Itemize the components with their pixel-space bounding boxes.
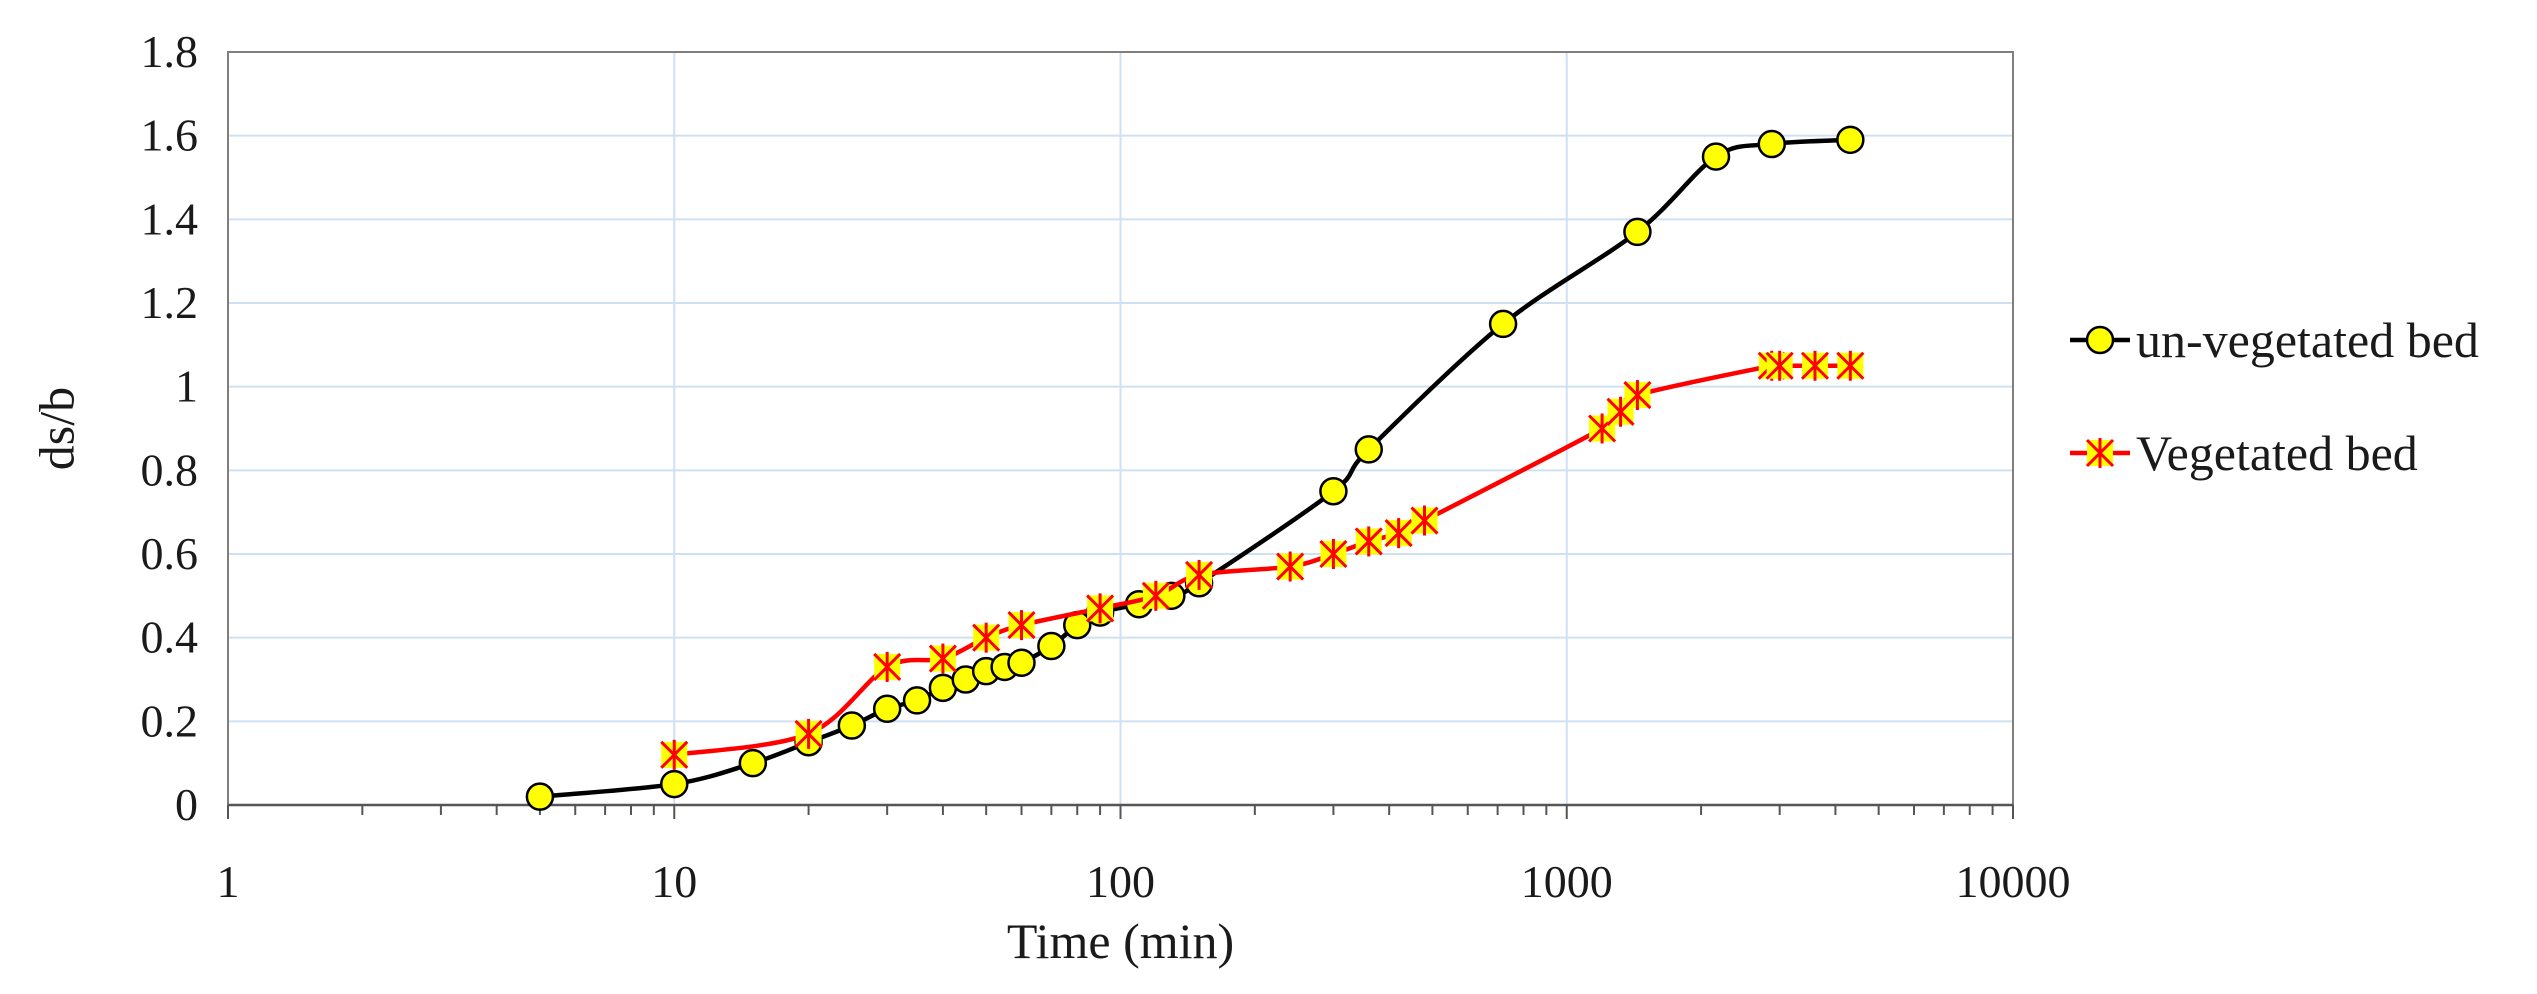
series-layer <box>525 125 1865 811</box>
y-tick-label: 1 <box>175 361 198 412</box>
data-point <box>837 711 867 740</box>
series-line <box>539 137 1851 799</box>
data-point <box>1319 539 1348 569</box>
data-point <box>1757 129 1787 159</box>
data-point <box>1588 413 1617 444</box>
y-tick-label: 0 <box>175 779 198 830</box>
data-point <box>1701 142 1731 171</box>
data-point <box>1037 631 1066 661</box>
y-tick-label: 0.8 <box>141 444 199 495</box>
legend-marker <box>2085 438 2115 468</box>
gridlines <box>228 51 2013 805</box>
data-point <box>1141 580 1170 611</box>
legend-marker <box>2085 325 2115 355</box>
data-point <box>660 739 689 770</box>
y-tick-label: 1.2 <box>141 277 199 328</box>
data-point <box>972 622 1001 653</box>
y-tick-label: 0.6 <box>141 528 199 579</box>
legend-label: Vegetated bed <box>2136 425 2418 481</box>
data-point <box>1836 350 1865 381</box>
tick-labels: 0 0.2 0.4 0.6 0.8 1 1.2 1.4 1.6 1.8 1 10 100 1000 1000… <box>141 26 2071 907</box>
data-point <box>1623 380 1652 411</box>
y-tick-label: 1.8 <box>141 26 199 77</box>
series-line <box>673 361 1851 758</box>
data-point <box>1319 477 1348 506</box>
y-axis-title: ds/b <box>28 387 84 470</box>
x-tick-label: 10000 <box>1956 856 2071 907</box>
series-un-vegetated-bed <box>525 125 1865 811</box>
data-point <box>1623 217 1652 247</box>
data-point <box>1007 610 1036 641</box>
data-point <box>1086 593 1115 624</box>
data-point <box>1354 526 1383 557</box>
x-axis-title: Time (min) <box>1007 913 1234 969</box>
legend: un-vegetated bed Vegetated bed <box>2070 312 2479 481</box>
data-point <box>1384 518 1413 549</box>
data-point <box>1410 505 1439 536</box>
x-tick-label: 1000 <box>1521 856 1613 907</box>
data-point <box>738 748 768 778</box>
data-point <box>1488 309 1518 339</box>
data-point <box>794 718 823 749</box>
data-point <box>928 643 957 674</box>
data-point <box>525 782 555 811</box>
data-point <box>873 651 902 682</box>
data-point <box>660 769 689 799</box>
data-point <box>1354 435 1383 464</box>
series-vegetated-bed <box>660 350 1865 770</box>
data-point <box>902 686 932 715</box>
data-point <box>1276 551 1305 582</box>
x-tick-label: 100 <box>1086 856 1155 907</box>
y-tick-label: 0.4 <box>141 612 199 663</box>
y-tick-label: 1.6 <box>141 110 199 161</box>
data-point <box>1800 350 1830 381</box>
legend-label: un-vegetated bed <box>2136 312 2479 368</box>
data-point <box>1007 648 1036 678</box>
axes <box>227 51 2014 819</box>
data-point <box>1836 125 1865 155</box>
x-tick-label: 1 <box>217 856 240 907</box>
legend-item: un-vegetated bed <box>2070 312 2479 368</box>
y-tick-label: 0.2 <box>141 695 199 746</box>
data-point <box>872 694 902 724</box>
data-point <box>1185 559 1214 590</box>
y-tick-label: 1.4 <box>141 193 199 244</box>
legend-item: Vegetated bed <box>2070 425 2418 481</box>
data-point <box>1765 350 1794 381</box>
x-tick-label: 10 <box>651 856 697 907</box>
